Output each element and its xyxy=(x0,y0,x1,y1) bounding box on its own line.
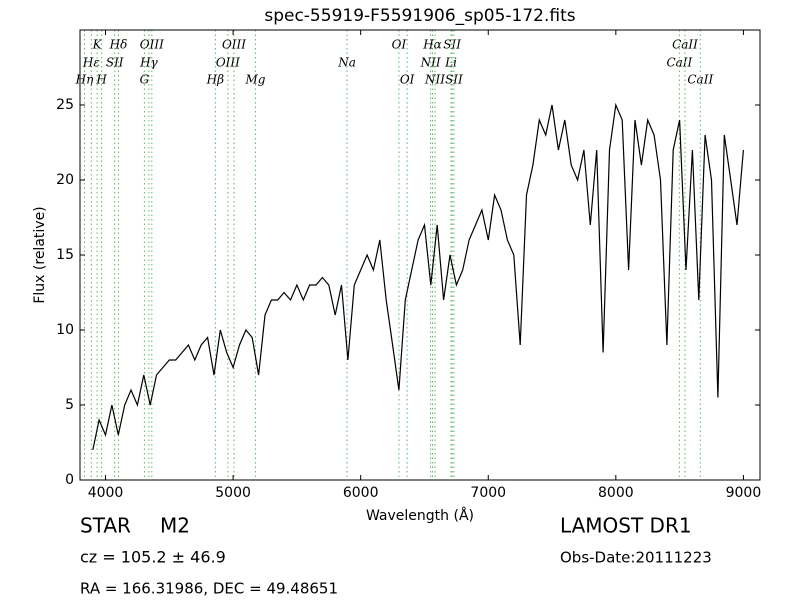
spectral-line-label: Hβ xyxy=(206,73,224,87)
x-tick-label: 7000 xyxy=(470,485,506,501)
x-tick-label: 4000 xyxy=(88,485,124,501)
spectral-line-label: NII xyxy=(420,56,441,70)
cz-label: cz = 105.2 ± 46.9 xyxy=(80,548,226,567)
spectral-line-label: OIII xyxy=(216,56,240,70)
spectral-line-label: SII xyxy=(106,56,124,70)
spectral-line-label: OIII xyxy=(140,38,164,52)
y-tick-label: 5 xyxy=(65,397,74,413)
class-label: STAR xyxy=(80,514,131,538)
spectral-line-label: CaII xyxy=(666,56,692,70)
x-axis-label: Wavelength (Å) xyxy=(366,507,474,524)
spectral-line-label: K xyxy=(92,38,103,52)
y-tick-label: 25 xyxy=(56,97,74,113)
spectral-line-label: OIII xyxy=(222,38,246,52)
y-tick-label: 20 xyxy=(56,172,74,188)
spectral-line-label: OI xyxy=(392,38,407,52)
spectral-line-label: G xyxy=(140,73,150,87)
spectral-line-label: Na xyxy=(337,56,356,70)
y-axis-label: Flux (relative) xyxy=(32,206,48,303)
spectral-line-label: Hδ xyxy=(109,38,128,52)
x-tick-label: 6000 xyxy=(343,485,379,501)
x-tick-label: 8000 xyxy=(598,485,634,501)
spectral-line-label: Hγ xyxy=(139,56,158,70)
spectral-line-label: Li xyxy=(444,56,457,70)
spectrum-line xyxy=(92,102,744,451)
spectral-line-label: Mg xyxy=(244,73,265,87)
obs-date-label: Obs-Date:20111223 xyxy=(560,549,712,567)
spectral-line-label: Hε xyxy=(82,56,100,70)
spectral-line-label: SII xyxy=(445,73,463,87)
x-tick-label: 5000 xyxy=(215,485,251,501)
release-label: LAMOST DR1 xyxy=(560,514,692,538)
x-tick-label: 9000 xyxy=(726,485,762,501)
coords-label: RA = 166.31986, DEC = 49.48651 xyxy=(80,580,338,598)
y-tick-label: 0 xyxy=(65,472,74,488)
spectral-line-label: Hα xyxy=(422,38,442,52)
spectral-line-label: H xyxy=(95,73,107,87)
spectral-line-label: SII xyxy=(443,38,461,52)
subclass-label: M2 xyxy=(160,514,190,538)
spectral-line-label: NII xyxy=(424,73,445,87)
spectral-line-label: CaII xyxy=(672,38,698,52)
spectral-line-label: CaII xyxy=(687,73,713,87)
y-tick-label: 10 xyxy=(56,322,74,338)
spectral-line-label: OI xyxy=(400,73,415,87)
chart-title: spec-55919-F5591906_sp05-172.fits xyxy=(264,6,575,26)
y-tick-label: 15 xyxy=(56,247,74,263)
